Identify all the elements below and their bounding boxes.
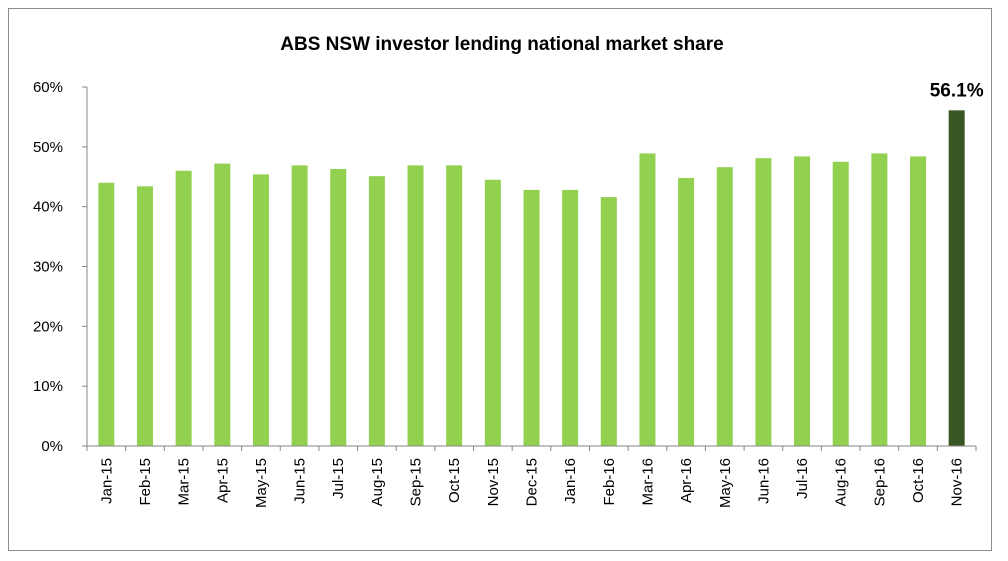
x-tick-label: Oct-16: [910, 458, 927, 503]
x-tick-label: Sep-16: [871, 458, 888, 506]
bar-oct-15: [446, 165, 463, 447]
y-tick-label: 20%: [33, 318, 63, 335]
y-axis-ticks: 0% 10% 20% 30% 40% 50% 60%: [33, 79, 87, 455]
x-tick-label: Mar-16: [639, 458, 656, 506]
bar-aug-15: [368, 176, 385, 446]
x-tick-label: Mar-15: [176, 458, 193, 506]
x-tick-label: Nov-16: [949, 458, 966, 506]
x-tick-label: Aug-16: [833, 458, 850, 506]
bar-jan-16: [562, 189, 579, 446]
bar-nov-16: [948, 110, 965, 447]
bar-mar-15: [175, 170, 192, 446]
x-tick-label: Jan-16: [562, 458, 579, 504]
bar-apr-15: [214, 163, 231, 446]
x-tick-label: Jul-16: [794, 458, 811, 499]
bars: [98, 110, 965, 447]
x-tick-label: Sep-15: [408, 458, 425, 506]
x-tick-label: Jun-16: [755, 458, 772, 504]
bar-may-16: [716, 167, 733, 446]
x-tick-label: Jun-15: [292, 458, 309, 504]
bar-nov-15: [484, 179, 501, 446]
x-tick-label: May-16: [717, 458, 734, 508]
x-axis-ticks: Jan-15 Feb-15 Mar-15 Apr-15 May-15 Jun-15 Jul-…: [86, 446, 977, 508]
x-tick-label: Aug-15: [369, 458, 386, 506]
x-tick-label: Dec-15: [524, 458, 541, 506]
bar-sep-16: [871, 153, 888, 447]
bar-sep-15: [407, 165, 424, 447]
x-tick-label: Apr-15: [214, 458, 231, 503]
bar-feb-16: [600, 197, 617, 446]
bar-oct-16: [910, 156, 927, 446]
bar-feb-15: [136, 186, 153, 446]
y-tick-label: 50%: [33, 139, 63, 156]
y-tick-label: 60%: [33, 79, 63, 96]
bar-dec-15: [523, 189, 540, 446]
bar-jun-16: [755, 158, 772, 446]
bar-jan-15: [98, 182, 115, 446]
chart-title: ABS NSW investor lending national market…: [280, 34, 723, 55]
y-tick-label: 30%: [33, 259, 63, 276]
data-labels: 56.1%: [930, 80, 984, 101]
y-tick-label: 40%: [33, 199, 63, 216]
bar-mar-16: [639, 153, 656, 447]
bar-jul-16: [794, 156, 811, 446]
x-tick-label: Feb-15: [137, 458, 154, 506]
data-label: 56.1%: [930, 80, 984, 101]
y-tick-label: 0%: [41, 438, 63, 455]
x-tick-label: Jul-15: [330, 458, 347, 499]
y-tick-label: 10%: [33, 378, 63, 395]
x-tick-label: Jan-15: [98, 458, 115, 504]
bar-jun-15: [291, 165, 308, 447]
bar-aug-16: [832, 161, 849, 446]
x-tick-label: Nov-15: [485, 458, 502, 506]
bar-jul-15: [330, 168, 347, 446]
x-tick-label: Apr-16: [678, 458, 695, 503]
x-tick-label: Feb-16: [601, 458, 618, 506]
x-tick-label: May-15: [253, 458, 270, 508]
bar-apr-16: [678, 177, 695, 447]
x-tick-label: Oct-15: [446, 458, 463, 503]
bar-may-15: [252, 174, 269, 446]
